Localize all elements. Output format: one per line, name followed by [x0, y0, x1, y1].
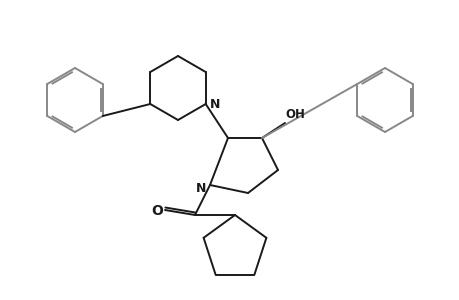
Text: N: N [209, 98, 219, 110]
Text: OH: OH [285, 109, 304, 122]
Text: O: O [151, 204, 162, 218]
Text: N: N [195, 182, 206, 194]
